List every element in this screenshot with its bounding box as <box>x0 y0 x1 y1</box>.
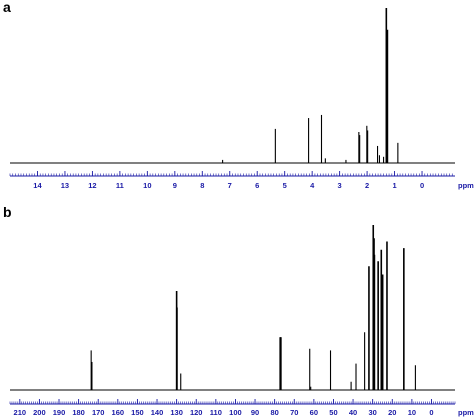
spectrum-panel-b: b 210 200 190 180 170 160 150 140 130 120 110 100 90… <box>3 204 474 417</box>
x-axis-unit-label: ppm <box>458 181 474 190</box>
x-axis-unit-label: ppm <box>458 408 474 417</box>
x-tick-label: 0 <box>420 181 424 190</box>
x-tick-label: 40 <box>349 408 357 417</box>
x-tick-label: 10 <box>408 408 416 417</box>
x-tick-label: 4 <box>310 181 315 190</box>
x-tick-label: 70 <box>290 408 298 417</box>
x-tick-label: 180 <box>72 408 85 417</box>
x-tick-label: 210 <box>14 408 27 417</box>
x-tick-label: 10 <box>143 181 151 190</box>
panel-label-a: a <box>3 0 11 15</box>
x-tick-label: 5 <box>283 181 287 190</box>
x-tick-label: 90 <box>251 408 259 417</box>
x-tick-label: 14 <box>33 181 42 190</box>
x-tick-label: 120 <box>190 408 203 417</box>
x-tick-label: 50 <box>329 408 337 417</box>
x-tick-label: 30 <box>368 408 376 417</box>
panel-label-b: b <box>3 204 12 220</box>
spectrum-panel-a: a 14 13 12 11 10 9 8 7 6 5 4 3 2 1 0 ppm <box>3 0 474 190</box>
x-tick-label: 190 <box>53 408 66 417</box>
x-tick-label: 8 <box>200 181 204 190</box>
x-tick-label: 100 <box>229 408 242 417</box>
x-tick-label: 2 <box>365 181 369 190</box>
x-tick-label: 13 <box>61 181 69 190</box>
x-tick-label: 0 <box>429 408 433 417</box>
x-tick-label: 150 <box>131 408 144 417</box>
x-tick-label: 9 <box>173 181 177 190</box>
x-tick-label: 3 <box>338 181 342 190</box>
x-tick-label: 12 <box>88 181 96 190</box>
x-tick-label: 11 <box>116 181 124 190</box>
x-tick-label: 6 <box>255 181 259 190</box>
x-tick-label: 60 <box>310 408 318 417</box>
x-tick-label: 170 <box>92 408 105 417</box>
x-tick-label: 1 <box>392 181 396 190</box>
x-tick-label: 160 <box>112 408 125 417</box>
x-tick-label: 110 <box>210 408 222 417</box>
x-tick-label: 140 <box>151 408 164 417</box>
x-tick-label: 80 <box>270 408 278 417</box>
x-tick-label: 20 <box>388 408 396 417</box>
x-tick-label: 200 <box>33 408 46 417</box>
x-tick-label: 130 <box>170 408 183 417</box>
x-tick-label: 7 <box>228 181 232 190</box>
